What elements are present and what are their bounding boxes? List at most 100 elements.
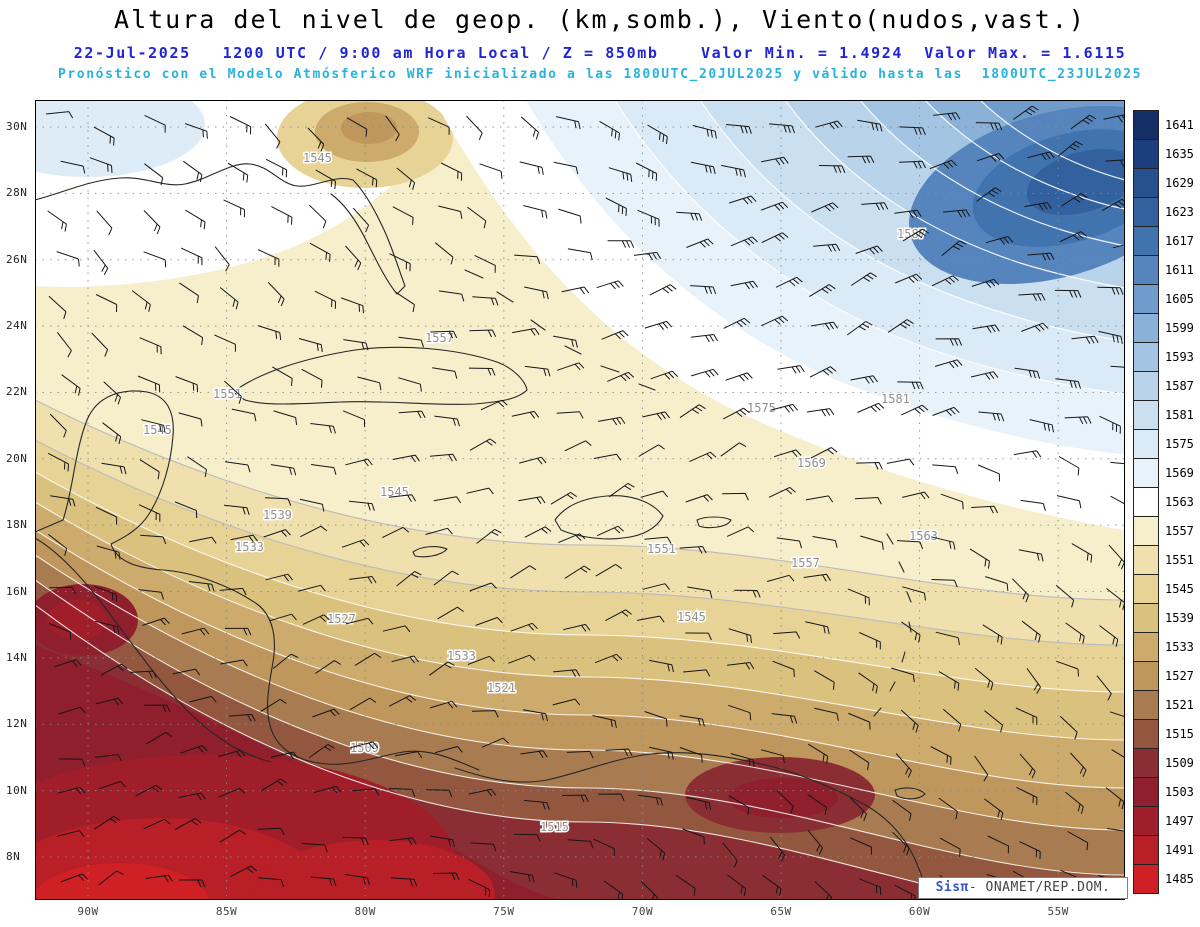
colorbar-label-1521: 1521 (1165, 698, 1194, 712)
lat-tick-24N: 24N (6, 319, 28, 333)
contour-label: 1539 (263, 508, 292, 522)
colorbar-swatch-1545 (1133, 574, 1159, 604)
lat-tick-22N: 22N (6, 385, 28, 399)
contour-label: 1557 (425, 331, 454, 345)
colorbar-label-1611: 1611 (1165, 263, 1194, 277)
lat-tick-16N: 16N (6, 584, 28, 598)
colorbar-label-1527: 1527 (1165, 669, 1194, 683)
colorbar-label-1539: 1539 (1165, 611, 1194, 625)
colorbar-swatch-1635 (1133, 139, 1159, 169)
colorbar-label-1545: 1545 (1165, 582, 1194, 596)
lat-tick-8N: 8N (6, 849, 21, 863)
lon-tick-70W: 70W (631, 905, 654, 918)
colorbar-swatch-1569 (1133, 458, 1159, 488)
colorbar-label-1569: 1569 (1165, 466, 1194, 480)
chart-subtitle-model: Pronóstico con el Modelo Atmósferico WRF… (57, 67, 1143, 82)
colorbar-swatch-1581 (1133, 400, 1159, 430)
lat-tick-26N: 26N (6, 252, 28, 266)
colorbar-label-1593: 1593 (1165, 350, 1194, 364)
colorbar-label-1575: 1575 (1165, 437, 1194, 451)
colorbar-label-1533: 1533 (1165, 640, 1194, 654)
colorbar-swatch-1485 (1133, 864, 1159, 894)
colorbar-label-1515: 1515 (1165, 727, 1194, 741)
contour-label: 1509 (350, 741, 379, 755)
lat-tick-10N: 10N (6, 783, 28, 797)
colorbar-swatch-1497 (1133, 806, 1159, 836)
colorbar-label-1551: 1551 (1165, 553, 1194, 567)
lon-tick-75W: 75W (493, 905, 515, 918)
colorbar-label-1599: 1599 (1165, 321, 1194, 335)
colorbar-label-1485: 1485 (1165, 872, 1194, 886)
lat-tick-30N: 30N (6, 120, 28, 133)
colorbar-label-1605: 1605 (1165, 292, 1194, 306)
contour-label: 1557 (791, 556, 820, 570)
colorbar-label-1581: 1581 (1165, 408, 1194, 422)
contour-label: 1551 (647, 542, 676, 556)
colorbar-label-1503: 1503 (1165, 785, 1194, 799)
colorbar-label-1641: 1641 (1165, 118, 1194, 132)
contour-label: 1545 (677, 610, 706, 624)
lat-tick-20N: 20N (6, 451, 28, 465)
contour-label: 1551 (213, 387, 242, 401)
contour-label: 1563 (909, 529, 938, 543)
colorbar-label-1563: 1563 (1165, 495, 1194, 509)
lon-tick-85W: 85W (215, 905, 238, 918)
colorbar-label-1629: 1629 (1165, 176, 1194, 190)
colorbar-label-1617: 1617 (1165, 234, 1194, 248)
colorbar-label-1497: 1497 (1165, 814, 1194, 828)
contour-label: 1533 (447, 649, 476, 663)
watermark-org: - ONAMET/REP.DOM. (968, 880, 1111, 895)
colorbar-swatch-1617 (1133, 226, 1159, 256)
lat-tick-12N: 12N (6, 717, 28, 731)
colorbar: 1641 1635 1629 1623 1617 1611 1605 1599 1593 1587… (1133, 110, 1199, 896)
lon-tick-60W: 60W (908, 905, 931, 918)
colorbar-label-1557: 1557 (1165, 524, 1194, 538)
lon-tick-55W: 55W (1047, 905, 1069, 918)
colorbar-swatch-1491 (1133, 835, 1159, 865)
colorbar-swatch-1605 (1133, 284, 1159, 314)
contour-label: 1545 (303, 151, 332, 165)
colorbar-swatch-1563 (1133, 487, 1159, 517)
geopotential-height-map: 1545 1557 1551 1545 1539 1545 1533 1551 1557 1563… (35, 100, 1125, 900)
watermark-brand: Sisπ (935, 880, 969, 895)
contour-label: 1575 (747, 401, 776, 415)
colorbar-swatch-1599 (1133, 313, 1159, 343)
lon-tick-80W: 80W (354, 905, 376, 918)
wind-barbs-layer (45, 105, 1125, 900)
contour-label: 1521 (487, 681, 516, 695)
colorbar-swatch-1503 (1133, 777, 1159, 807)
contour-label: 1587 (897, 227, 926, 241)
colorbar-swatch-1539 (1133, 603, 1159, 633)
colorbar-label-1587: 1587 (1165, 379, 1194, 393)
colorbar-label-1635: 1635 (1165, 147, 1194, 161)
contour-label: 1533 (235, 540, 264, 554)
colorbar-swatch-1575 (1133, 429, 1159, 459)
watermark: Sisπ- ONAMET/REP.DOM. (918, 877, 1128, 899)
lat-tick-14N: 14N (6, 650, 28, 664)
colorbar-label-1623: 1623 (1165, 205, 1194, 219)
colorbar-swatch-1641 (1133, 110, 1159, 140)
contour-label: 1527 (327, 612, 356, 626)
colorbar-swatch-1629 (1133, 168, 1159, 198)
colorbar-label-1491: 1491 (1165, 843, 1194, 857)
contour-label: 1581 (881, 392, 910, 406)
colorbar-swatch-1587 (1133, 371, 1159, 401)
colorbar-swatch-1611 (1133, 255, 1159, 285)
colorbar-label-1509: 1509 (1165, 756, 1194, 770)
lat-tick-28N: 28N (6, 186, 28, 200)
contour-label: 1545 (143, 423, 172, 437)
colorbar-swatch-1593 (1133, 342, 1159, 372)
colorbar-swatch-1557 (1133, 516, 1159, 546)
colorbar-swatch-1515 (1133, 719, 1159, 749)
lon-tick-65W: 65W (770, 905, 792, 918)
lat-tick-18N: 18N (6, 518, 28, 532)
colorbar-swatch-1509 (1133, 748, 1159, 778)
lon-tick-90W: 90W (77, 905, 99, 918)
contour-label: 1569 (797, 456, 826, 470)
chart-title: Altura del nivel de geop. (km,somb.), Vi… (114, 5, 1086, 34)
contour-label: 1515 (540, 820, 569, 834)
colorbar-swatch-1533 (1133, 632, 1159, 662)
chart-subtitle-datetime: 22-Jul-2025 1200 UTC / 9:00 am Hora Loca… (73, 44, 1127, 62)
colorbar-swatch-1521 (1133, 690, 1159, 720)
